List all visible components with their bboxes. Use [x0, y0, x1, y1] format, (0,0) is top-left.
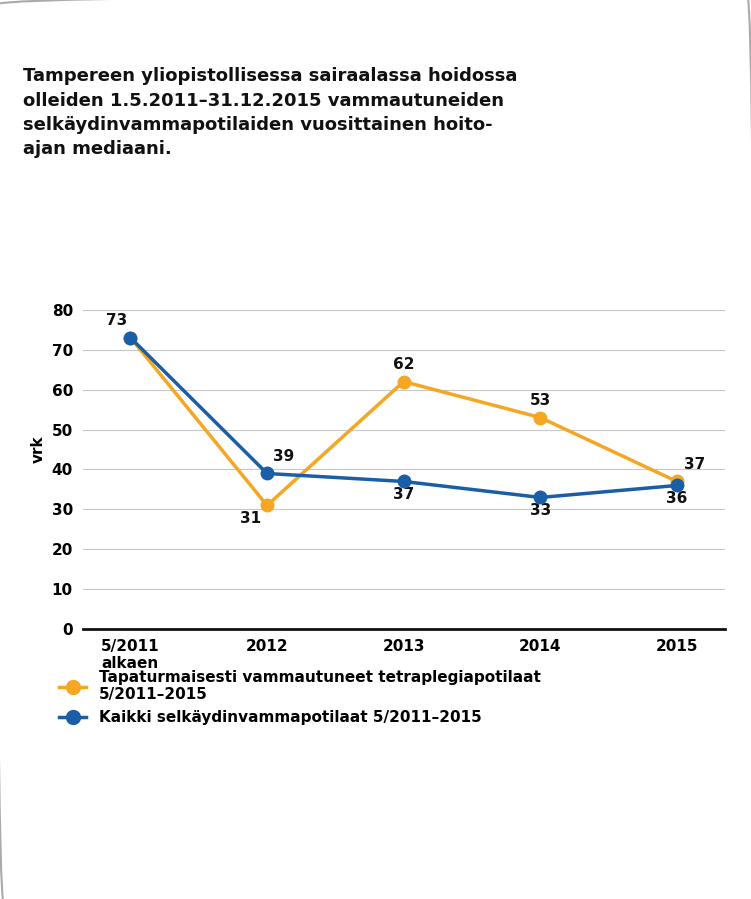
Text: 33: 33: [529, 503, 551, 519]
Text: 53: 53: [529, 393, 551, 408]
Text: 37: 37: [393, 487, 415, 503]
Text: 36: 36: [666, 491, 688, 506]
Text: KUVIO 3.: KUVIO 3.: [14, 25, 117, 46]
Text: Tampereen yliopistollisessa sairaalassa hoidossa
olleiden 1.5.2011–31.12.2015 va: Tampereen yliopistollisessa sairaalassa …: [23, 67, 517, 158]
Text: 62: 62: [393, 357, 415, 372]
Text: 37: 37: [684, 457, 705, 472]
Text: 31: 31: [240, 512, 261, 526]
Legend: Tapaturmaisesti vammautuneet tetraplegiapotilaat
5/2011–2015, Kaikki selkäydinva: Tapaturmaisesti vammautuneet tetraplegia…: [53, 663, 547, 731]
Text: 73: 73: [107, 313, 128, 328]
Text: 39: 39: [273, 449, 294, 464]
Y-axis label: vrk: vrk: [31, 436, 46, 463]
